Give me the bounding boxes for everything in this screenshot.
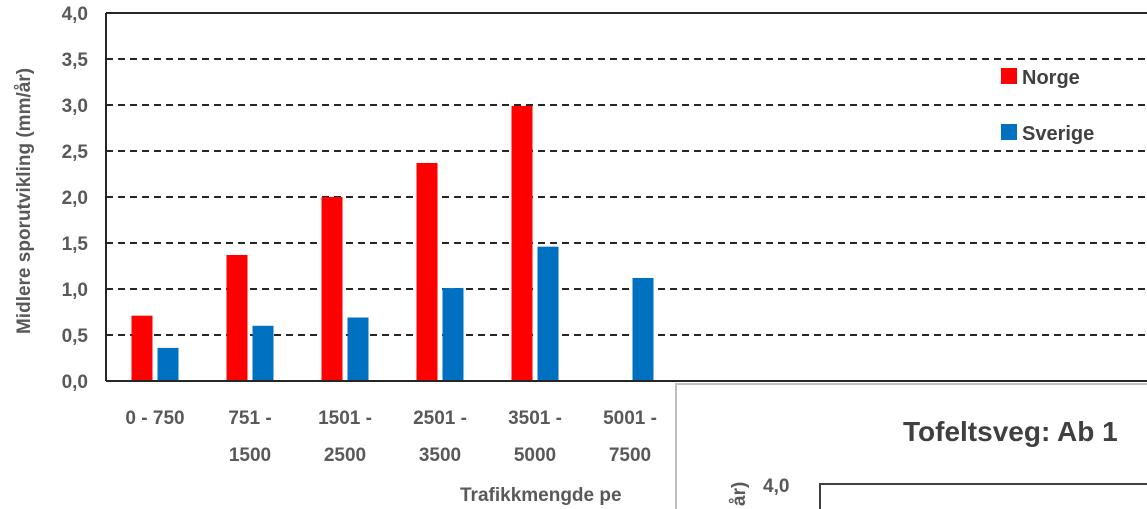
y-tick-label: 0,0 — [62, 372, 88, 393]
y-tick-label: 3,5 — [62, 50, 89, 71]
bar-norge — [226, 254, 248, 381]
bar-sverige — [157, 347, 179, 381]
x-tick-labels: 0 - 750 751 - 1500 1501 - 2500 2501 - 3500 3501… — [125, 408, 657, 466]
legend-label-norge: Norge — [1022, 67, 1080, 89]
legend: Norge Sverige — [1001, 67, 1094, 145]
inset-chart: Tofeltsveg: Ab 1 4,0 år) — [675, 383, 1147, 509]
axes — [105, 12, 1147, 382]
x-tick-label: 1500 — [229, 445, 271, 466]
inset-y-axis-title: år) — [729, 482, 750, 506]
bar-sverige — [347, 317, 369, 381]
inset-plot-border — [819, 483, 1147, 509]
bar-norge — [321, 197, 343, 381]
x-tick-label: 3501 - — [508, 408, 562, 429]
bar-sverige — [632, 277, 654, 381]
inset-title: Tofeltsveg: Ab 1 — [903, 416, 1118, 447]
bar-norge — [511, 105, 533, 382]
y-tick-labels: 0,0 0,5 1,0 1,5 2,0 2,5 3,0 3,5 4,0 — [62, 4, 89, 393]
legend-swatch-norge — [1001, 68, 1017, 84]
gridlines — [106, 58, 1147, 336]
x-tick-label: 2500 — [324, 445, 366, 466]
bar-norge — [131, 315, 153, 381]
inset-y-tick-top: 4,0 — [763, 476, 789, 497]
y-tick-label: 1,5 — [62, 234, 89, 255]
y-axis-title: Midlere sporutvikling (mm/år) — [14, 68, 35, 334]
legend-swatch-sverige — [1001, 124, 1017, 140]
bar-sverige — [442, 288, 464, 381]
y-tick-label: 0,5 — [62, 326, 89, 347]
inset-panel — [675, 383, 1147, 509]
y-tick-label: 2,0 — [62, 188, 88, 209]
x-tick-label: 1501 - — [318, 408, 372, 429]
y-tick-label: 4,0 — [62, 4, 88, 25]
y-tick-label: 1,0 — [62, 280, 88, 301]
y-tick-label: 3,0 — [62, 96, 88, 117]
legend-label-sverige: Sverige — [1022, 123, 1094, 145]
x-tick-label: 3500 — [419, 445, 461, 466]
x-tick-label: 5000 — [514, 445, 556, 466]
x-tick-label: 2501 - — [413, 408, 467, 429]
bars — [131, 105, 654, 382]
x-axis-title: Trafikkmengde pe — [460, 485, 622, 506]
bar-sverige — [252, 325, 274, 381]
y-tick-label: 2,5 — [62, 142, 89, 163]
bar-sverige — [537, 246, 559, 381]
bar-norge — [416, 162, 438, 381]
x-tick-label: 5001 - — [603, 408, 657, 429]
x-tick-label: 7500 — [609, 445, 651, 466]
x-tick-label: 751 - — [228, 408, 271, 429]
x-tick-label: 0 - 750 — [125, 408, 184, 429]
